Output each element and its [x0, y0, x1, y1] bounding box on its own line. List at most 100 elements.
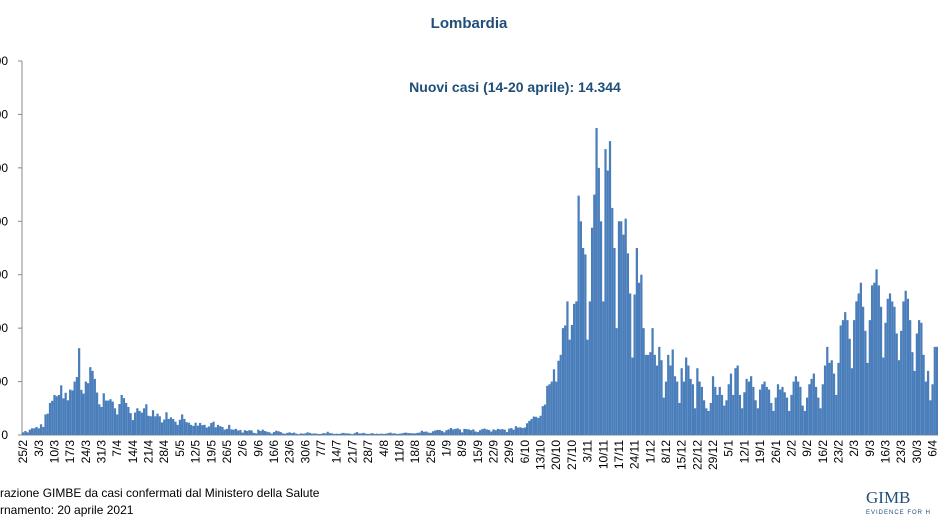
y-tick-label: 2000 — [0, 375, 8, 389]
x-tick-label: 9/6 — [251, 440, 265, 457]
bar — [483, 428, 486, 435]
bar — [564, 325, 567, 435]
bar — [687, 365, 690, 435]
bar — [456, 428, 459, 435]
bar — [620, 221, 623, 435]
bar — [586, 339, 589, 435]
bar — [134, 412, 137, 435]
bar — [362, 432, 365, 435]
bar — [850, 368, 854, 435]
bar — [667, 354, 670, 435]
bar — [655, 365, 659, 435]
bar — [302, 433, 305, 435]
bar — [691, 384, 694, 435]
bar — [284, 433, 287, 435]
bar — [328, 433, 332, 435]
bar — [315, 433, 318, 435]
bar — [340, 433, 343, 435]
x-tick-label: 21/7 — [345, 440, 359, 464]
bar — [91, 370, 94, 435]
y-tick-label: 12000 — [0, 107, 8, 121]
bar — [689, 378, 692, 435]
bar — [107, 400, 110, 435]
x-tick-label: 20/10 — [549, 440, 563, 470]
bar — [828, 362, 831, 435]
bar — [55, 396, 58, 435]
bar — [286, 432, 289, 435]
bar — [391, 433, 394, 435]
bar — [89, 367, 92, 435]
bar — [402, 432, 406, 435]
bar — [46, 413, 49, 435]
bar — [680, 368, 683, 435]
bar — [599, 221, 603, 435]
bar — [113, 408, 117, 435]
bar — [478, 430, 482, 435]
bar — [254, 433, 258, 435]
bar — [487, 429, 491, 435]
bar — [875, 269, 878, 435]
x-tick-label: 13/10 — [534, 440, 548, 470]
bar — [313, 433, 316, 435]
bar — [523, 427, 526, 435]
bar — [422, 431, 426, 435]
footer-source: razione GIMBE da casi confermati dal Min… — [0, 486, 320, 500]
bar — [517, 427, 520, 435]
x-tick-label: 25/8 — [424, 440, 438, 464]
bar — [427, 432, 430, 435]
bar — [190, 424, 193, 435]
bar — [826, 346, 829, 435]
bar — [295, 433, 298, 435]
bar — [239, 429, 242, 435]
bar — [555, 381, 558, 435]
bar — [169, 417, 173, 435]
x-tick-label: 1/12 — [643, 440, 657, 464]
bar — [39, 424, 43, 435]
bar — [194, 422, 197, 435]
x-tick-label: 11/8 — [392, 440, 406, 463]
bar — [646, 354, 650, 435]
x-tick-label: 2/3 — [847, 440, 861, 457]
x-tick-label: 12/1 — [737, 440, 751, 464]
bar — [241, 432, 244, 435]
bar — [812, 373, 815, 435]
bar — [418, 432, 421, 435]
bar — [371, 433, 374, 435]
bar — [443, 432, 446, 435]
x-tick-label: 27/10 — [565, 440, 579, 470]
bar — [718, 386, 721, 435]
bar — [685, 357, 688, 435]
y-tick-label: 6000 — [0, 268, 8, 282]
bar — [409, 433, 412, 435]
bar — [384, 433, 388, 435]
x-tick-label: 3/3 — [32, 440, 46, 457]
bar — [776, 384, 780, 435]
bar — [400, 433, 403, 435]
bar — [649, 352, 652, 435]
bar — [223, 429, 226, 435]
x-tick-label: 8/9 — [455, 440, 469, 457]
bar — [425, 431, 428, 435]
bar — [259, 430, 262, 435]
bar — [364, 433, 367, 435]
bar — [434, 430, 437, 435]
bar — [505, 432, 509, 435]
x-tick-label: 8/12 — [659, 440, 673, 464]
bar — [461, 432, 464, 435]
bar — [382, 433, 385, 435]
bar — [485, 429, 488, 435]
bar — [891, 301, 894, 435]
bar — [635, 248, 638, 435]
bar — [30, 428, 34, 435]
bar — [163, 419, 166, 435]
bar — [629, 293, 632, 435]
bar — [147, 415, 150, 435]
bar — [902, 301, 905, 435]
bar — [109, 399, 112, 435]
bar — [750, 376, 753, 435]
bar — [870, 285, 874, 435]
bar — [290, 433, 294, 435]
bar — [185, 422, 188, 435]
bar — [888, 293, 892, 435]
bar — [617, 221, 621, 435]
